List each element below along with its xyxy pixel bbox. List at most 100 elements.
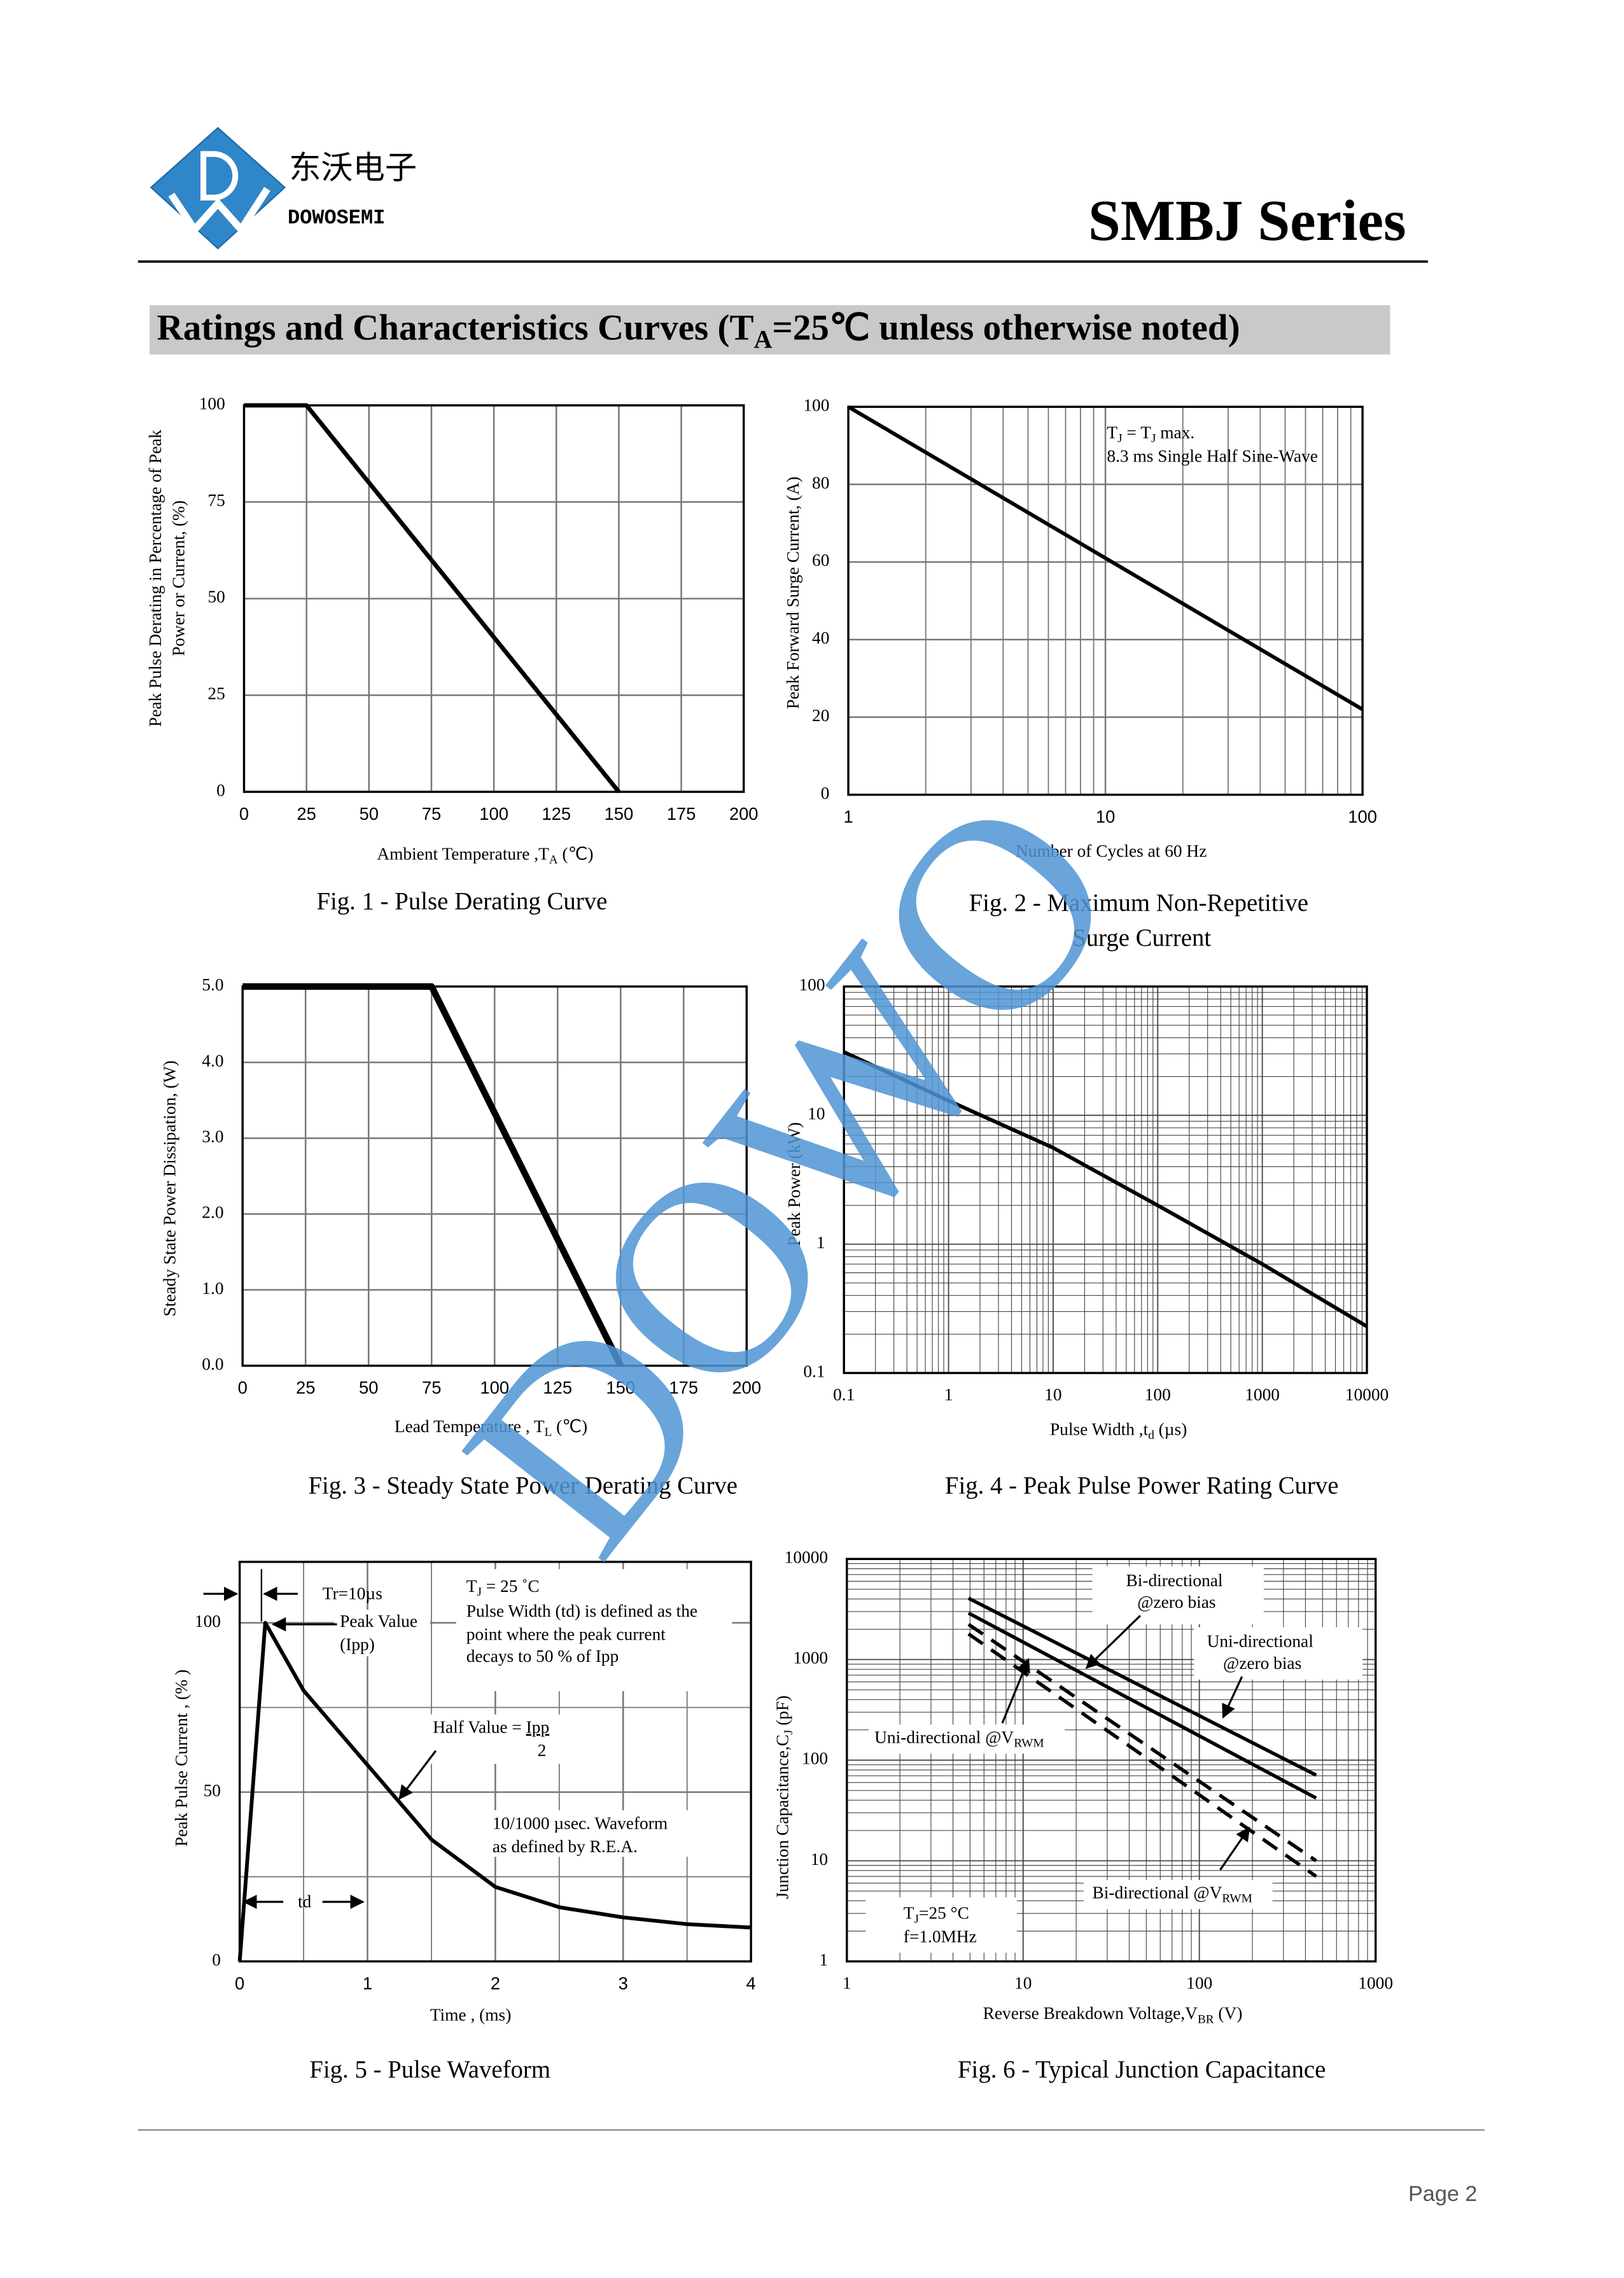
x-tick-label: 150 (605, 804, 634, 824)
text-span: T (904, 1904, 914, 1923)
x-axis-label: Ambient Temperature ,TA (℃) (377, 845, 593, 867)
y-tick-label: 10 (808, 1104, 825, 1123)
legend-label: Uni-directional @zero bias (1207, 1632, 1318, 1673)
text-span: T (1107, 423, 1117, 442)
text-span: (V) (1214, 2004, 1243, 2023)
text-span: (℃) (552, 1417, 587, 1436)
arrow (1219, 1826, 1250, 1871)
text-span: @zero bias (1223, 1654, 1301, 1673)
label-box (1083, 1880, 1273, 1909)
text-span: Pulse Width ,t (1050, 1420, 1149, 1439)
x-tick-label: 1 (944, 1385, 953, 1404)
x-tick-label: 0 (239, 804, 249, 824)
annotation: as defined by R.E.A. (493, 1837, 638, 1856)
data-line (967, 1632, 1317, 1878)
data-line (843, 1050, 1368, 1328)
y-tick-label: 1000 (793, 1649, 828, 1668)
label-box (865, 1897, 1017, 1953)
y-tick-label: 3.0 (202, 1127, 223, 1146)
data-line (847, 405, 1364, 712)
y-tick-label: 1.0 (202, 1279, 223, 1298)
text-span: Ambient Temperature ,T (377, 845, 549, 864)
text-span: Ipp (526, 1718, 550, 1737)
text-span: (µs) (1154, 1420, 1187, 1439)
x-axis-label: Lead Temperature , TL (℃) (395, 1417, 587, 1439)
x-axis-label: Pulse Width ,td (µs) (1050, 1420, 1187, 1442)
logo-diamond (150, 127, 286, 250)
annotation: 10/1000 µsec. Waveform (493, 1813, 668, 1832)
data-line (242, 983, 624, 1367)
y-tick-label: 20 (812, 706, 829, 725)
text-span: A (754, 325, 773, 354)
x-tick-label: 100 (1186, 1973, 1212, 1992)
y-tick-label: 4.0 (202, 1051, 223, 1070)
label-box (456, 1569, 732, 1692)
plot-frame (242, 404, 745, 793)
legend-label: Uni-directional @VRWM (874, 1728, 1044, 1750)
data-line (237, 1621, 752, 1962)
y-tick-label: 5.0 (202, 975, 223, 994)
annotation: TJ = TJ max. (1107, 423, 1194, 446)
x-tick-label: 10 (1044, 1385, 1061, 1404)
x-tick-label: 75 (422, 1377, 441, 1397)
logo-w (168, 186, 270, 236)
y-tick-label: 100 (803, 395, 829, 414)
x-tick-label: 200 (729, 804, 759, 824)
x-tick-label: 150 (606, 1377, 635, 1397)
text-span: RWM (1222, 1892, 1252, 1906)
text-span: d (1148, 1429, 1154, 1442)
section-bar (150, 305, 1390, 355)
y-tick-label: 1 (816, 1233, 825, 1252)
text-span: J (1151, 432, 1156, 446)
y-tick-label: 100 (195, 1612, 221, 1631)
x-tick-label: 125 (542, 804, 571, 824)
annotation: TJ = 25 ˚C (466, 1577, 540, 1599)
x-tick-label: 75 (422, 804, 441, 824)
annotation: decays to 50 % of Ipp (466, 1647, 619, 1666)
company-cn: 东沃电子 (289, 149, 417, 186)
y-tick-label: 100 (799, 975, 825, 994)
annotation: (Ipp) (340, 1635, 375, 1654)
y-tick-label: 10000 (785, 1548, 828, 1567)
data-line (967, 1611, 1317, 1800)
text-span: Surge Current (1072, 924, 1211, 952)
y-tick-label: 50 (204, 1781, 221, 1800)
y-tick-label: 40 (812, 628, 829, 647)
text-span: @zero bias (1137, 1592, 1215, 1612)
arrow (398, 1750, 437, 1800)
legend-label: Bi-directional @VRWM (1093, 1883, 1252, 1906)
label-box (334, 1610, 430, 1657)
x-tick-label: 2 (491, 1973, 500, 1993)
text-span: J (914, 1913, 920, 1926)
x-tick-label: 1000 (1245, 1385, 1280, 1404)
x-axis-label: Time , (ms) (430, 2006, 512, 2025)
figure-caption: Fig. 1 - Pulse Derating Curve (316, 888, 607, 915)
plot-frame (843, 985, 1368, 1374)
y-tick-label: 0.1 (803, 1361, 825, 1381)
text-span: J (477, 1586, 482, 1600)
annotation: f=1.0MHz (904, 1927, 977, 1946)
y-tick-label: 0 (216, 780, 225, 799)
annotation: 8.3 ms Single Half Sine-Wave (1107, 446, 1318, 465)
annotation: point where the peak current (466, 1625, 666, 1644)
y-axis-label: Power or Current, (%) (169, 500, 188, 656)
x-tick-label: 1 (363, 1973, 372, 1993)
y-axis-label: Peak Pulse Derating in Percentage of Pea… (146, 430, 165, 727)
section-title: Ratings and Characteristics Curves (TA=2… (157, 308, 1240, 354)
figure-caption: Fig. 2 - Maximum Non-Repetitive Surge Cu… (969, 889, 1315, 952)
text-span: Uni-directional @V (874, 1728, 1014, 1747)
y-tick-label: 50 (207, 587, 225, 607)
y-axis-label: Peak Pulse Current , (% ) (172, 1670, 191, 1846)
annotation: Peak Value (340, 1612, 417, 1631)
y-tick-label: 0.0 (202, 1354, 223, 1374)
y-tick-label: 75 (207, 491, 225, 510)
page-number: Page 2 (1408, 2182, 1477, 2206)
x-tick-label: 1 (843, 1973, 851, 1992)
x-tick-label: 25 (297, 804, 316, 824)
text-span: Lead Temperature , T (395, 1417, 545, 1436)
label-box (1194, 1627, 1363, 1680)
y-tick-label: 80 (812, 473, 829, 492)
